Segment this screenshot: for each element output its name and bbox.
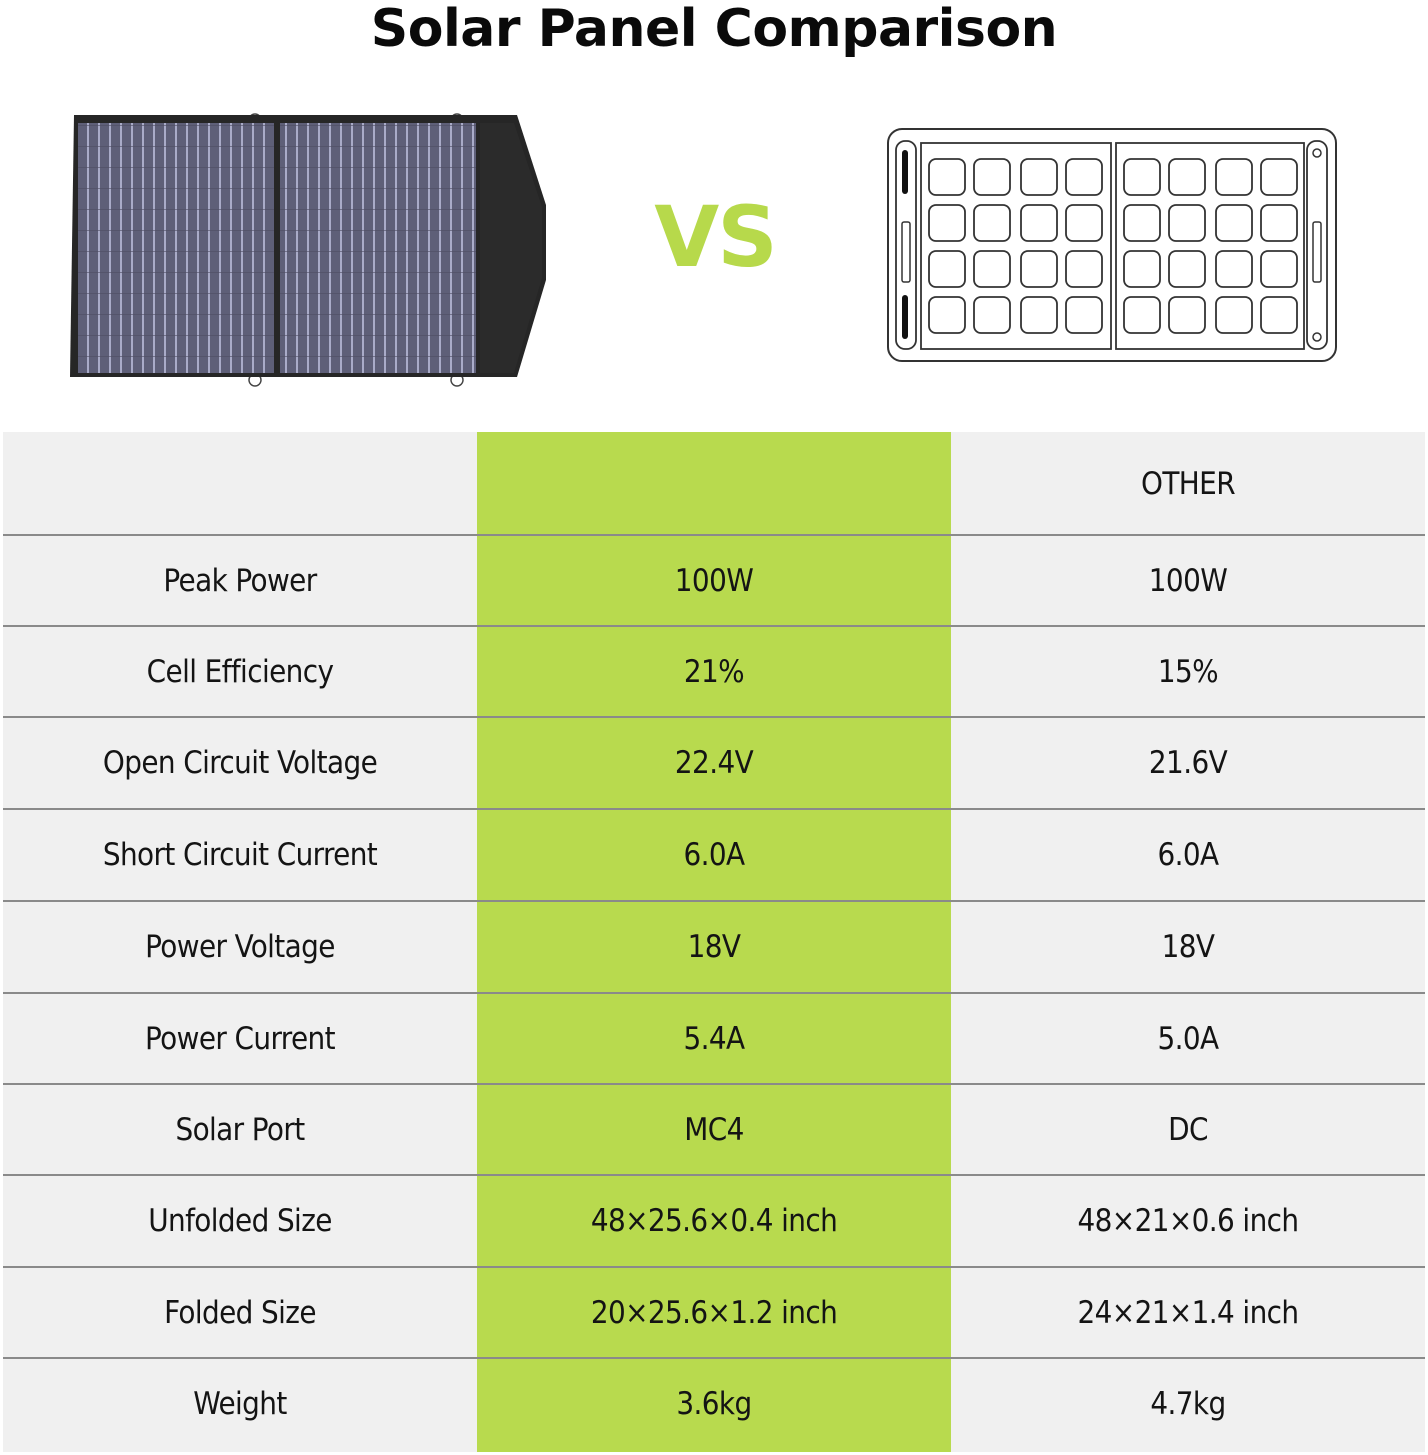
row-label: Solar Port xyxy=(175,1111,305,1148)
row-divider xyxy=(3,1174,1425,1176)
row-divider xyxy=(3,534,1425,536)
ours-value: 20×25.6×1.2 inch xyxy=(590,1295,838,1331)
ours-value: 21% xyxy=(683,653,745,690)
table-row: Open Circuit Voltage 22.4V 21.6V xyxy=(3,718,1425,808)
ours-value: 3.6kg xyxy=(676,1386,752,1422)
other-solar-panel-outline-icon xyxy=(884,125,1340,369)
table-row: Unfolded Size 48×25.6×0.4 inch 48×21×0.6… xyxy=(3,1176,1425,1266)
row-label: Peak Power xyxy=(163,562,317,599)
row-label: Unfolded Size xyxy=(148,1203,332,1239)
row-divider xyxy=(3,716,1425,718)
ours-value: 18V xyxy=(687,929,741,965)
ours-value: 22.4V xyxy=(674,745,754,781)
table-row: Weight 3.6kg 4.7kg xyxy=(3,1359,1425,1449)
comparison-table: OTHER Peak Power 100W 100W Cell Efficien… xyxy=(3,432,1425,1452)
table-row: Short Circuit Current 6.0A 6.0A xyxy=(3,810,1425,900)
other-value: 21.6V xyxy=(1148,745,1228,781)
ours-value: MC4 xyxy=(684,1111,744,1148)
row-label: Weight xyxy=(193,1386,287,1422)
other-value: 4.7kg xyxy=(1150,1386,1226,1422)
ours-value: 48×25.6×0.4 inch xyxy=(590,1203,838,1239)
other-value: 48×21×0.6 inch xyxy=(1077,1203,1300,1239)
row-divider xyxy=(3,1266,1425,1268)
table-row: Cell Efficiency 21% 15% xyxy=(3,627,1425,716)
row-label: Power Voltage xyxy=(145,929,335,965)
ours-value: 5.4A xyxy=(683,1020,745,1057)
row-divider xyxy=(3,1083,1425,1085)
ours-value: 100W xyxy=(674,562,754,599)
vs-label: VS xyxy=(654,188,778,286)
row-label: Folded Size xyxy=(164,1295,316,1331)
other-value: 24×21×1.4 inch xyxy=(1077,1295,1300,1331)
row-divider xyxy=(3,625,1425,627)
highlight-column xyxy=(477,432,951,1452)
row-divider xyxy=(3,808,1425,810)
table-row: Folded Size 20×25.6×1.2 inch 24×21×1.4 i… xyxy=(3,1268,1425,1358)
header-other-cell: OTHER xyxy=(1141,465,1236,502)
foldable-solar-panel-icon xyxy=(60,105,560,399)
other-value: 6.0A xyxy=(1157,837,1219,873)
row-label: Cell Efficiency xyxy=(146,653,334,690)
row-label: Power Current xyxy=(145,1020,335,1057)
row-divider xyxy=(3,900,1425,902)
other-value: 5.0A xyxy=(1157,1020,1219,1057)
other-value: DC xyxy=(1168,1111,1208,1148)
table-header-row: OTHER xyxy=(3,432,1425,535)
row-divider xyxy=(3,1357,1425,1359)
ours-value: 6.0A xyxy=(683,837,745,873)
table-row: Solar Port MC4 DC xyxy=(3,1085,1425,1174)
hero-comparison: VS xyxy=(0,95,1428,395)
page-title: Solar Panel Comparison xyxy=(370,0,1058,59)
table-row: Power Current 5.4A 5.0A xyxy=(3,994,1425,1083)
other-value: 100W xyxy=(1148,562,1228,599)
row-divider xyxy=(3,992,1425,994)
table-row: Power Voltage 18V 18V xyxy=(3,902,1425,992)
table-row: Peak Power 100W 100W xyxy=(3,536,1425,625)
other-value: 18V xyxy=(1161,929,1215,965)
row-label: Open Circuit Voltage xyxy=(102,745,378,781)
other-value: 15% xyxy=(1157,653,1219,690)
row-label: Short Circuit Current xyxy=(102,837,378,873)
